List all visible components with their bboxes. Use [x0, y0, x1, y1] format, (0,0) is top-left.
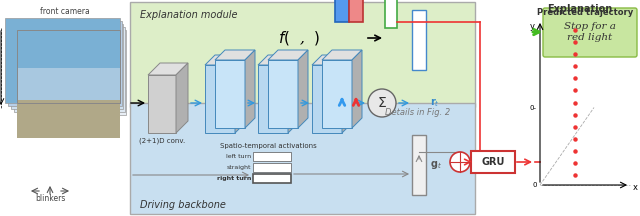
FancyBboxPatch shape: [543, 8, 637, 57]
Text: $\mathbf{r}_t$: $\mathbf{r}_t$: [430, 97, 440, 109]
Text: blinkers: blinkers: [35, 194, 65, 203]
Text: Predicted trajectory: Predicted trajectory: [537, 8, 633, 17]
Bar: [349, 0, 363, 22]
Bar: [253, 163, 291, 172]
Bar: [14, 27, 125, 112]
Bar: [268, 60, 298, 128]
Polygon shape: [268, 50, 308, 60]
Bar: [385, 0, 397, 28]
Polygon shape: [148, 63, 188, 75]
Bar: [17, 100, 120, 138]
Bar: [11, 24, 123, 109]
Text: 0: 0: [532, 182, 537, 188]
FancyBboxPatch shape: [471, 151, 515, 173]
Text: right turn: right turn: [216, 176, 251, 181]
Text: $f($  ,  $)$: $f($ , $)$: [278, 29, 320, 47]
Polygon shape: [176, 63, 188, 133]
Bar: [17, 30, 120, 103]
Text: GRU: GRU: [481, 157, 505, 167]
Bar: [148, 75, 176, 133]
Bar: [205, 65, 235, 133]
Circle shape: [450, 152, 470, 172]
Circle shape: [368, 89, 396, 117]
Bar: [17, 68, 120, 103]
Text: left turn: left turn: [226, 154, 251, 159]
Polygon shape: [288, 55, 298, 133]
Text: Explanation: Explanation: [547, 4, 612, 14]
Bar: [253, 152, 291, 161]
Polygon shape: [245, 50, 255, 128]
Bar: [130, 2, 475, 107]
Text: Explanation module: Explanation module: [140, 10, 237, 20]
Polygon shape: [258, 55, 298, 65]
Text: 0-: 0-: [530, 105, 537, 111]
Text: Stop for a
red light: Stop for a red light: [564, 22, 616, 42]
Polygon shape: [312, 55, 352, 65]
Polygon shape: [215, 50, 255, 60]
Bar: [17, 30, 126, 115]
Text: x: x: [633, 183, 638, 192]
Bar: [335, 0, 349, 22]
Text: front camera: front camera: [40, 7, 90, 16]
Polygon shape: [205, 55, 245, 65]
Text: Details in Fig. 2: Details in Fig. 2: [385, 108, 450, 117]
Polygon shape: [298, 50, 308, 128]
Polygon shape: [322, 50, 362, 60]
Text: straight: straight: [227, 165, 251, 170]
Bar: [258, 65, 288, 133]
Bar: [253, 174, 291, 183]
Polygon shape: [235, 55, 245, 133]
Bar: [215, 60, 245, 128]
Text: Spatio-temporal activations: Spatio-temporal activations: [220, 143, 316, 149]
Polygon shape: [352, 50, 362, 128]
Bar: [5, 18, 120, 103]
Bar: [8, 21, 122, 106]
Text: y: y: [530, 22, 535, 31]
Bar: [412, 135, 426, 195]
Text: Driving backbone: Driving backbone: [140, 200, 226, 210]
Text: (2+1)D conv.: (2+1)D conv.: [139, 137, 185, 143]
Text: $\Sigma$: $\Sigma$: [377, 96, 387, 110]
Bar: [322, 60, 352, 128]
Bar: [312, 65, 342, 133]
Bar: [130, 103, 475, 214]
Text: $\mathbf{g}_t$: $\mathbf{g}_t$: [430, 159, 442, 171]
Polygon shape: [342, 55, 352, 133]
Bar: [412, 10, 426, 70]
